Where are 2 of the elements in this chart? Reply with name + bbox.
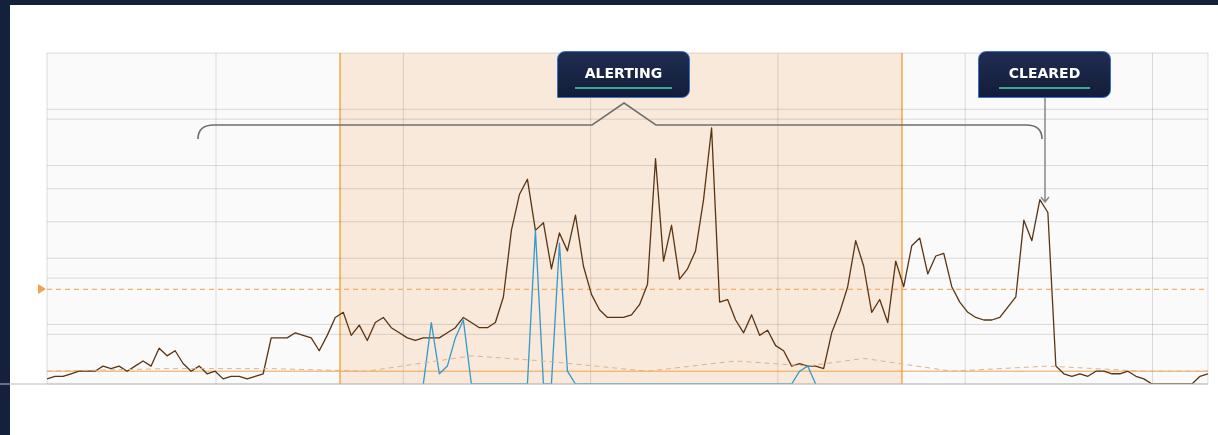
text: ALERTING (574, 65, 673, 89)
text: CLEARED (998, 65, 1091, 89)
